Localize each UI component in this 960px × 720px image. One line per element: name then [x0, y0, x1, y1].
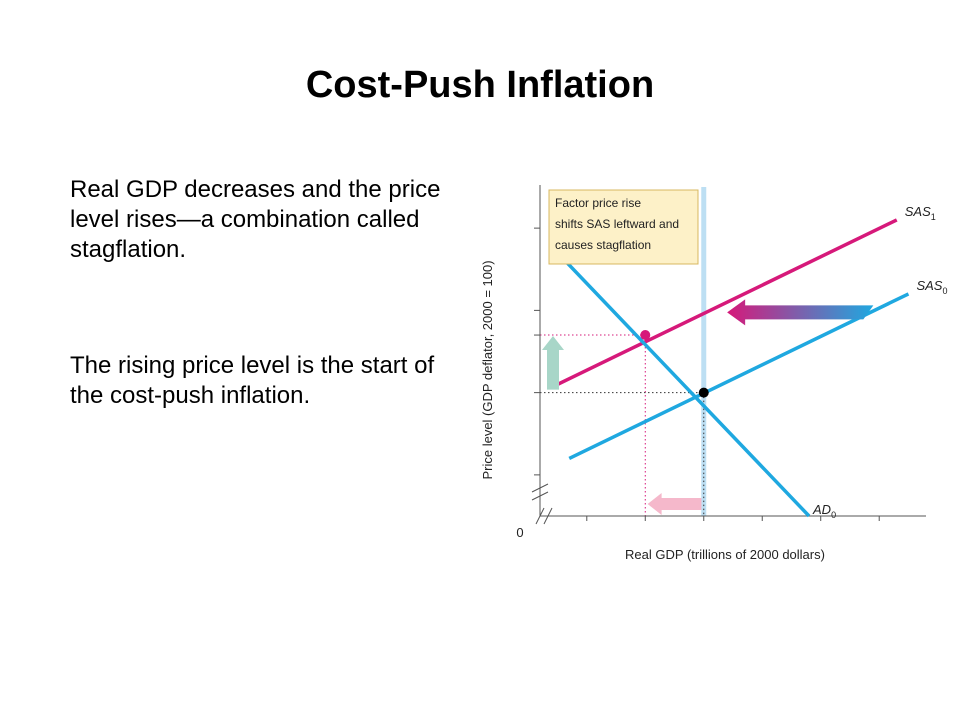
annotation-box: Factor price rise shifts SAS leftward an… [548, 189, 699, 265]
sas1-label-subscript: 1 [931, 212, 936, 222]
ad0-label: AD0 [812, 502, 836, 520]
price-level-up-arrow [542, 336, 564, 390]
body-paragraph-2: The rising price level is the start of t… [70, 352, 435, 409]
sas0-label-subscript: 0 [942, 286, 947, 296]
origin-label: 0 [516, 525, 523, 540]
sas0-label-name: SAS [916, 278, 942, 293]
sas1-label-name: SAS [905, 204, 931, 219]
x-axis-label: Real GDP (trillions of 2000 dollars) [625, 547, 825, 562]
y-axis-label: Price level (GDP deflator, 2000 = 100) [480, 260, 495, 479]
sas1-curve [556, 218, 898, 386]
annotation-box-background [548, 189, 699, 265]
annotation-line-3: causes stagflation [555, 238, 651, 252]
ad0-label-name: AD [812, 502, 831, 517]
new-equilibrium-point [640, 330, 651, 341]
initial-equilibrium-point [698, 387, 709, 398]
annotation-line-1: Factor price rise [555, 196, 641, 210]
sas0-curve [568, 292, 910, 460]
sas1-label: SAS1 [905, 204, 936, 222]
y-axis-break-mark [531, 483, 549, 501]
real-gdp-decrease-arrow [647, 493, 702, 515]
ad0-curve [556, 251, 811, 518]
x-axis-break-mark [535, 507, 553, 525]
ad0-label-subscript: 0 [831, 510, 836, 520]
slide-title: Cost-Push Inflation [305, 64, 655, 106]
body-paragraph-1: Real GDP decreases and the price level r… [70, 176, 441, 263]
annotation-line-2: shifts SAS leftward and [555, 217, 679, 231]
sas-shift-arrow [727, 299, 874, 326]
sas0-label: SAS0 [916, 278, 947, 296]
